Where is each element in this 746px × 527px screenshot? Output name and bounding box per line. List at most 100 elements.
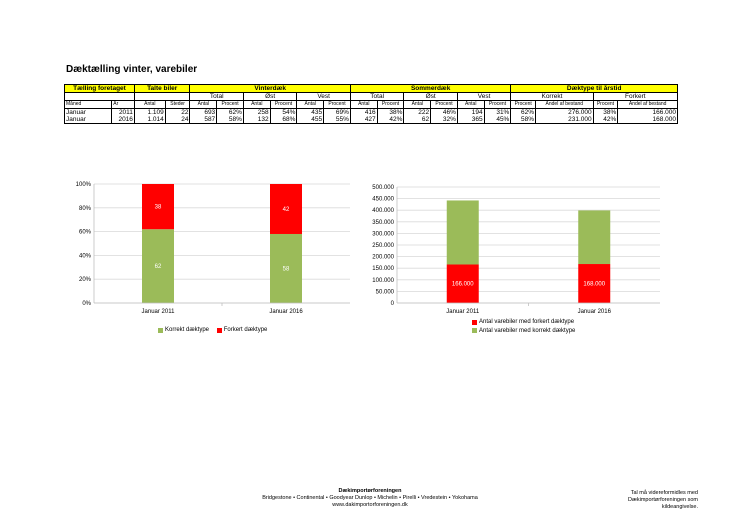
y-tick-label: 40% bbox=[79, 253, 92, 259]
table-cell: Januar bbox=[63, 116, 113, 124]
group-header: Tælling foretaget bbox=[64, 84, 135, 93]
group-header: Vinterdæk bbox=[189, 84, 351, 93]
sub-header: Total bbox=[189, 92, 244, 101]
column-header: Antal bbox=[403, 100, 432, 109]
table-cell: 427 bbox=[349, 116, 378, 124]
table-cell: 31% bbox=[483, 108, 512, 116]
sub-header-empty bbox=[133, 92, 191, 101]
bar-segment bbox=[142, 229, 174, 303]
column-header: Procent bbox=[483, 100, 512, 109]
table-cell: 62% bbox=[216, 108, 244, 116]
legend-label: Antal varebiler med korrekt dæktype bbox=[479, 327, 576, 334]
x-tick-label: Januar 2011 bbox=[142, 309, 176, 315]
legend-label: Forkert dæktype bbox=[223, 327, 268, 333]
table-cell: 222 bbox=[403, 108, 432, 116]
table-row: Januar 2016 1.014 24 587 58% 132 68% 455 55% 427 42… bbox=[63, 116, 678, 124]
table-cell: 38% bbox=[592, 108, 619, 116]
legend-swatch-correct bbox=[158, 327, 163, 333]
y-tick-label: 50.000 bbox=[376, 289, 395, 295]
table-cell: 416 bbox=[349, 108, 378, 116]
chart2-legend: Antal varebiler med forkert dæktype Anta… bbox=[472, 318, 575, 335]
page-title: Dæktælling vinter, varebiler bbox=[66, 64, 198, 75]
y-tick-label: 200.000 bbox=[372, 255, 394, 261]
y-tick-label: 450.000 bbox=[372, 197, 394, 203]
bar-segment bbox=[578, 210, 611, 265]
footer-url[interactable]: www.dakimportorforeningen.dk bbox=[332, 502, 408, 508]
bar-segment bbox=[446, 200, 479, 265]
column-header: Antal bbox=[242, 100, 271, 109]
table-cell: 42% bbox=[376, 116, 405, 124]
table-cell: 45% bbox=[483, 116, 512, 124]
sub-header: Forkert bbox=[592, 92, 679, 101]
y-tick-label: 20% bbox=[79, 277, 92, 283]
bar-segment bbox=[446, 264, 479, 303]
footer-members: Bridgestone • Continental • Goodyear Dun… bbox=[262, 495, 478, 501]
column-header: Procent bbox=[323, 100, 351, 109]
count-stacked-bar-chart: 0 50.000 100.000 150.000 200.000 250.000 300.0… bbox=[372, 185, 660, 315]
table-cell: 1.109 bbox=[133, 108, 166, 116]
legend-label: Korrekt dæktype bbox=[165, 327, 210, 333]
column-header: Procent bbox=[430, 100, 458, 109]
table-cell: 258 bbox=[242, 108, 271, 116]
y-tick-label: 300.000 bbox=[372, 231, 394, 237]
group-header: Talte biler bbox=[133, 84, 191, 93]
table-cell: 58% bbox=[216, 116, 244, 124]
bar-segment bbox=[142, 184, 174, 230]
table-cell: 231.000 bbox=[535, 116, 594, 124]
column-header: Antal bbox=[133, 100, 166, 109]
table-cell: 24 bbox=[164, 116, 191, 124]
y-tick-label: 250.000 bbox=[372, 243, 394, 249]
footer: Dækimportørforeningen Bridgestone • Cont… bbox=[220, 488, 520, 509]
table-cell: 166.000 bbox=[617, 108, 678, 116]
table-cell: 2016 bbox=[111, 116, 135, 124]
table-cell: 55% bbox=[323, 116, 351, 124]
column-header: Måned bbox=[63, 100, 113, 109]
table-cell: 1.014 bbox=[133, 116, 166, 124]
table-cell: 587 bbox=[189, 116, 218, 124]
data-label: 58 bbox=[283, 266, 290, 272]
y-tick-label: 60% bbox=[79, 230, 92, 236]
group-header: Dæktype til årstid bbox=[510, 84, 678, 93]
table-cell: 58% bbox=[510, 116, 537, 124]
column-header: Procent bbox=[592, 100, 619, 109]
table-cell: 38% bbox=[376, 108, 405, 116]
y-tick-label: 150.000 bbox=[372, 266, 394, 272]
legend-swatch-correct bbox=[472, 328, 477, 334]
data-label: 166.000 bbox=[452, 282, 474, 288]
table-cell: 435 bbox=[296, 108, 325, 116]
table-cell: 365 bbox=[456, 116, 485, 124]
tire-count-table: Tælling foretaget Talte biler Vinterdæk … bbox=[63, 84, 679, 124]
group-header: Sommerdæk bbox=[349, 84, 512, 93]
percentage-stacked-bar-chart: 0% 20% 40% 60% 80% 100% 62 38 Januar 2011 58 42 Jan… bbox=[76, 182, 350, 315]
table-cell: Januar bbox=[63, 108, 113, 116]
table-cell: 62% bbox=[510, 108, 537, 116]
sub-header: Øst bbox=[403, 92, 458, 101]
table-cell: 54% bbox=[269, 108, 298, 116]
y-tick-label: 100.000 bbox=[372, 278, 394, 284]
y-tick-label: 0 bbox=[391, 301, 395, 307]
column-header-row: Måned År Antal Steder Antal Procent Antal Proce… bbox=[63, 100, 678, 109]
column-header: Procent bbox=[269, 100, 298, 109]
table-row: Januar 2011 1.109 22 693 62% 258 54% 435 69% 416 38… bbox=[63, 108, 678, 116]
table-cell: 2011 bbox=[111, 108, 135, 116]
sub-header: Vest bbox=[456, 92, 512, 101]
data-label: 62 bbox=[155, 264, 162, 270]
column-header: Steder bbox=[164, 100, 191, 109]
data-label: 38 bbox=[155, 205, 162, 211]
table-cell: 22 bbox=[164, 108, 191, 116]
y-tick-label: 100% bbox=[76, 182, 92, 188]
table-cell: 68% bbox=[269, 116, 298, 124]
column-header: Antal bbox=[189, 100, 218, 109]
sub-header: Korrekt bbox=[510, 92, 594, 101]
column-header: Antal bbox=[456, 100, 485, 109]
bar-segment bbox=[270, 233, 302, 303]
column-header: Antal bbox=[296, 100, 325, 109]
table-cell: 62 bbox=[403, 116, 432, 124]
legend-swatch-wrong bbox=[216, 327, 222, 333]
table-cell: 132 bbox=[242, 116, 271, 124]
column-header: Antal bbox=[349, 100, 378, 109]
column-header: År bbox=[111, 100, 135, 109]
column-header: Procent bbox=[510, 100, 537, 109]
column-header: Procent bbox=[216, 100, 244, 109]
legend-label: Antal varebiler med forkert dæktype bbox=[479, 319, 575, 325]
